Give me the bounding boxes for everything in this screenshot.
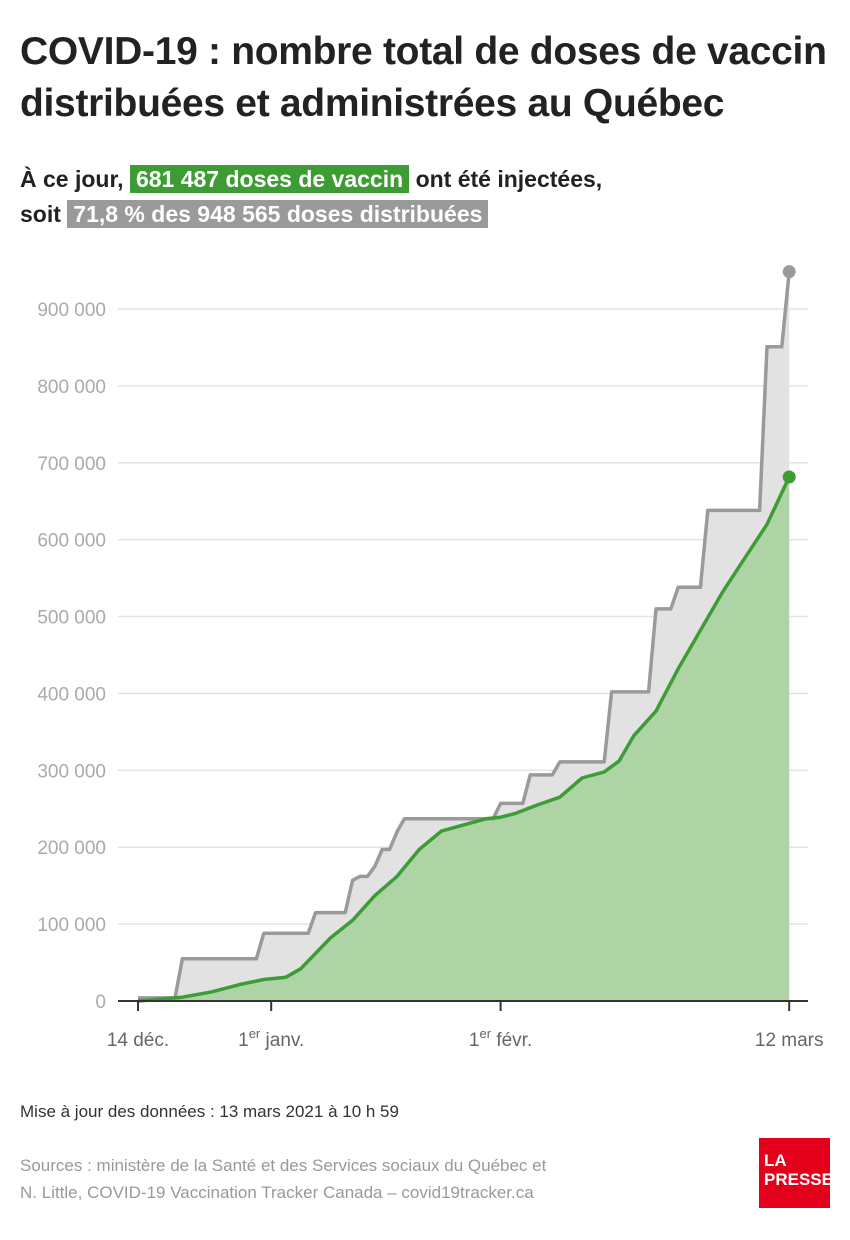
y-tick-label: 900 000 <box>37 300 106 321</box>
chart-svg: 0 100 000 200 000 300 000 400 000 500 000 600 … <box>37 265 824 1051</box>
y-tick-label: 300 000 <box>37 761 106 782</box>
y-tick-label: 600 000 <box>37 531 106 552</box>
x-tick-label: 12 mars <box>755 1030 824 1051</box>
subtitle-text: À ce jour, <box>20 166 124 192</box>
administered-area <box>138 477 790 1001</box>
update-note: Mise à jour des données : 13 mars 2021 à… <box>20 1102 399 1121</box>
x-tick-label: 14 déc. <box>107 1030 169 1051</box>
distributed-line <box>138 271 791 1000</box>
distributed-highlight: 71,8 % des 948 565 doses distribuées <box>67 200 489 228</box>
y-tick-label: 200 000 <box>37 838 106 859</box>
y-tick-label: 0 <box>95 992 106 1013</box>
subtitle-line-1: À ce jour, 681 487 doses de vaccin ont é… <box>20 163 602 195</box>
x-tick-label: 1er janv. <box>238 1026 304 1051</box>
subtitle-text: soit <box>20 201 61 227</box>
y-tick-label: 400 000 <box>37 684 106 705</box>
la-presse-logo: LA PRESSE <box>759 1138 833 1208</box>
subtitle-text: ont été injectées, <box>415 166 603 192</box>
y-tick-label: 700 000 <box>37 454 106 475</box>
chart-title: COVID-19 : nombre total de doses de vacc… <box>20 30 827 125</box>
administered-line <box>137 476 791 1003</box>
subtitle-line-2: soit 71,8 % des 948 565 doses distribuée… <box>20 198 489 230</box>
y-tick-label: 500 000 <box>37 608 106 629</box>
y-tick-label: 100 000 <box>37 915 106 936</box>
administered-endpoint <box>782 470 796 484</box>
sources-line: Sources : ministère de la Santé et des S… <box>20 1156 547 1175</box>
administered-highlight: 681 487 doses de vaccin <box>129 165 410 193</box>
x-tick-label: 1er févr. <box>469 1026 532 1051</box>
sources-line: N. Little, COVID-19 Vaccination Tracker … <box>20 1183 534 1202</box>
y-tick-label: 800 000 <box>37 377 106 398</box>
distributed-endpoint <box>782 265 796 279</box>
sources-note: Sources : ministère de la Santé et des S… <box>20 1152 660 1206</box>
